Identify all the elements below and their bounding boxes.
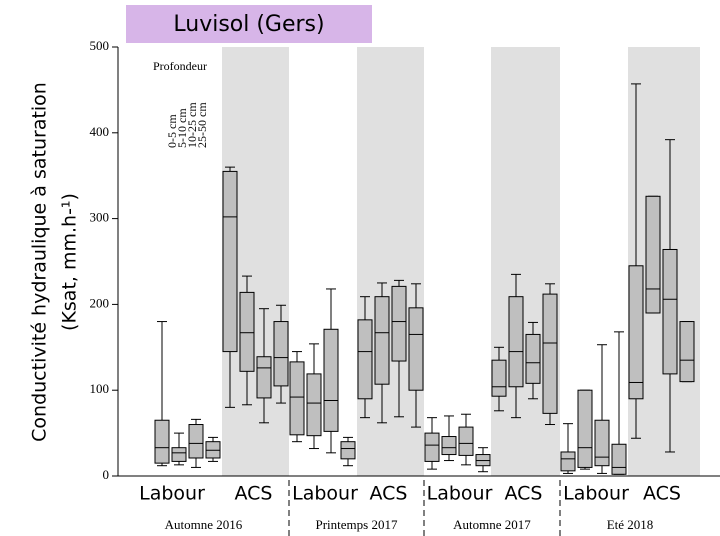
y-axis-label: Conductivité hydraulique à saturation (29, 82, 51, 442)
legend-label: 25-50 cm (195, 102, 209, 148)
y-tick-label: 100 (90, 381, 110, 396)
box (188, 424, 204, 459)
box (594, 419, 610, 467)
group-label: Automne 2017 (453, 517, 531, 532)
box (239, 291, 255, 372)
box (256, 356, 272, 399)
title-box (126, 5, 372, 43)
y-axis-label: (Ksat, mm.h-¹) (59, 193, 81, 331)
box (222, 170, 238, 353)
x-tick-label: ACS (370, 483, 408, 505)
x-tick-label: Labour (139, 483, 205, 505)
box (662, 248, 678, 375)
box (340, 441, 356, 460)
x-tick-label: Labour (563, 483, 629, 505)
box (441, 436, 457, 456)
x-tick-label: ACS (505, 483, 543, 505)
box (374, 296, 390, 385)
x-tick-label: Labour (292, 483, 358, 505)
box (525, 333, 541, 384)
box (289, 361, 305, 436)
box (273, 321, 289, 387)
box (171, 447, 187, 462)
box (424, 432, 440, 462)
box (306, 373, 322, 437)
y-tick-label: 300 (90, 210, 110, 225)
group-label: Printemps 2017 (316, 517, 398, 532)
y-tick-label: 200 (90, 295, 110, 310)
group-label: Eté 2018 (607, 517, 654, 532)
y-tick-label: 0 (103, 467, 110, 482)
y-tick-label: 500 (90, 38, 110, 53)
y-tick-label: 400 (90, 124, 110, 139)
legend-label: 0-5 cm (165, 114, 179, 148)
x-tick-label: Labour (427, 483, 493, 505)
box (458, 426, 474, 456)
chart-title: Luvisol (Gers) (173, 12, 324, 37)
box (323, 328, 339, 432)
x-tick-label: ACS (643, 483, 681, 505)
box (491, 359, 507, 397)
box (408, 307, 424, 391)
legend-label: 5-10 cm (175, 108, 189, 148)
legend-title: Profondeur (153, 59, 207, 73)
group-label: Automne 2016 (165, 517, 243, 532)
shade (357, 47, 424, 476)
box (645, 195, 661, 314)
legend-label: 10-25 cm (185, 102, 199, 148)
x-tick-label: ACS (235, 483, 273, 505)
box (357, 319, 373, 400)
box (577, 389, 593, 468)
box (542, 293, 558, 414)
box (391, 285, 407, 362)
box (508, 296, 524, 388)
box (154, 419, 170, 464)
box (628, 265, 644, 400)
box (560, 451, 576, 472)
box (679, 321, 695, 383)
box (611, 443, 627, 475)
